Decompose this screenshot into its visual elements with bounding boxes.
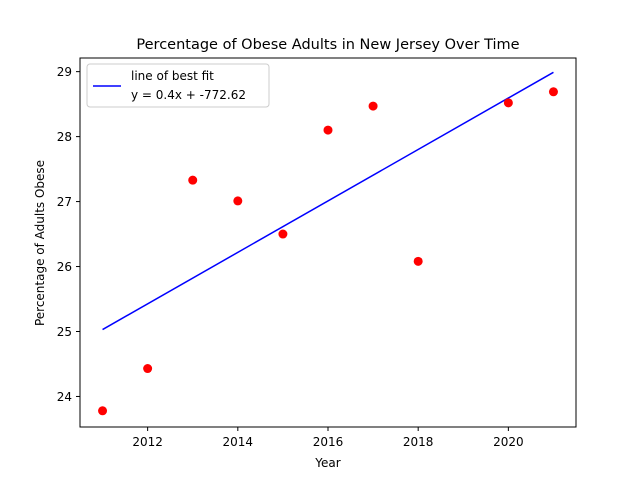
data-point-5	[323, 125, 333, 135]
x-tick-label: 2014	[223, 435, 254, 449]
data-point-8	[503, 98, 513, 108]
x-axis-label: Year	[314, 456, 340, 470]
data-point-3	[233, 196, 243, 206]
x-tick-label: 2012	[132, 435, 163, 449]
legend-equation: y = 0.4x + -772.62	[131, 88, 246, 102]
chart-title: Percentage of Obese Adults in New Jersey…	[136, 37, 519, 53]
axes-frame	[79, 57, 577, 428]
y-tick-label: 29	[57, 65, 72, 79]
data-point-4	[278, 229, 288, 239]
x-tick-label: 2018	[403, 435, 434, 449]
data-point-6	[368, 101, 378, 111]
data-point-9	[548, 87, 558, 97]
y-tick-label: 26	[57, 260, 72, 274]
y-tick-label: 28	[57, 130, 72, 144]
data-point-0	[98, 406, 108, 416]
y-tick-label: 27	[57, 195, 72, 209]
data-point-7	[413, 256, 423, 266]
legend-box	[86, 63, 270, 108]
points-layer	[98, 87, 558, 416]
data-point-2	[188, 175, 198, 185]
fit-line-layer	[102, 71, 554, 331]
x-axis-ticks: 2012 2014 2016 2018 2020	[132, 427, 524, 449]
data-point-1	[143, 364, 153, 374]
y-axis-label: Percentage of Adults Obese	[33, 160, 47, 326]
y-axis-ticks: 24 25 26 27 28 29	[57, 65, 80, 404]
y-tick-label: 25	[57, 325, 72, 339]
legend: line of best fit y = 0.4x + -772.62	[86, 63, 270, 108]
best-fit-line	[102, 71, 554, 331]
x-tick-label: 2020	[493, 435, 524, 449]
legend-series-name: line of best fit	[131, 69, 214, 83]
y-tick-label: 24	[57, 390, 72, 404]
x-tick-label: 2016	[313, 435, 344, 449]
